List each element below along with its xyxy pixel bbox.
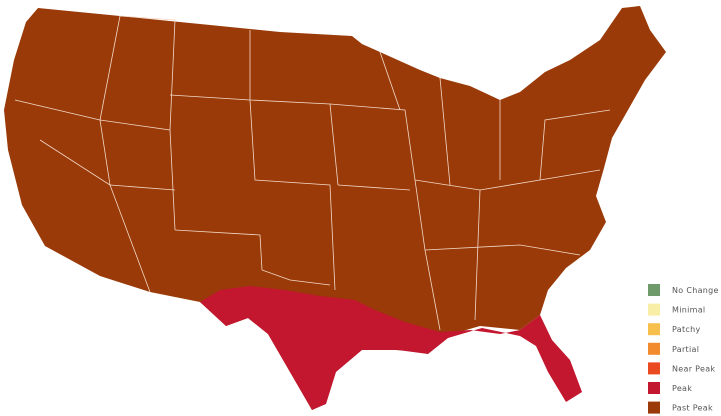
legend-label: Minimal [672, 306, 705, 315]
legend-label: Peak [672, 384, 692, 393]
legend-swatch [648, 303, 660, 316]
legend-label: Past Peak [672, 404, 713, 413]
legend-label: No Change [672, 286, 719, 295]
legend-swatch [648, 401, 660, 414]
legend-label: Near Peak [672, 364, 715, 373]
legend: No Change Minimal Patchy Partial Near Peak Pe… [648, 284, 719, 414]
legend-swatch [648, 323, 660, 336]
region-peak [200, 286, 582, 410]
legend-label: Partial [672, 345, 699, 354]
legend-label: Patchy [672, 325, 701, 334]
region-past-peak [4, 6, 666, 410]
legend-swatch [648, 362, 660, 375]
legend-swatch [648, 382, 660, 394]
us-map [4, 6, 666, 410]
legend-swatch [648, 284, 660, 296]
state-borders [14, 15, 611, 331]
legend-swatch [648, 342, 660, 355]
